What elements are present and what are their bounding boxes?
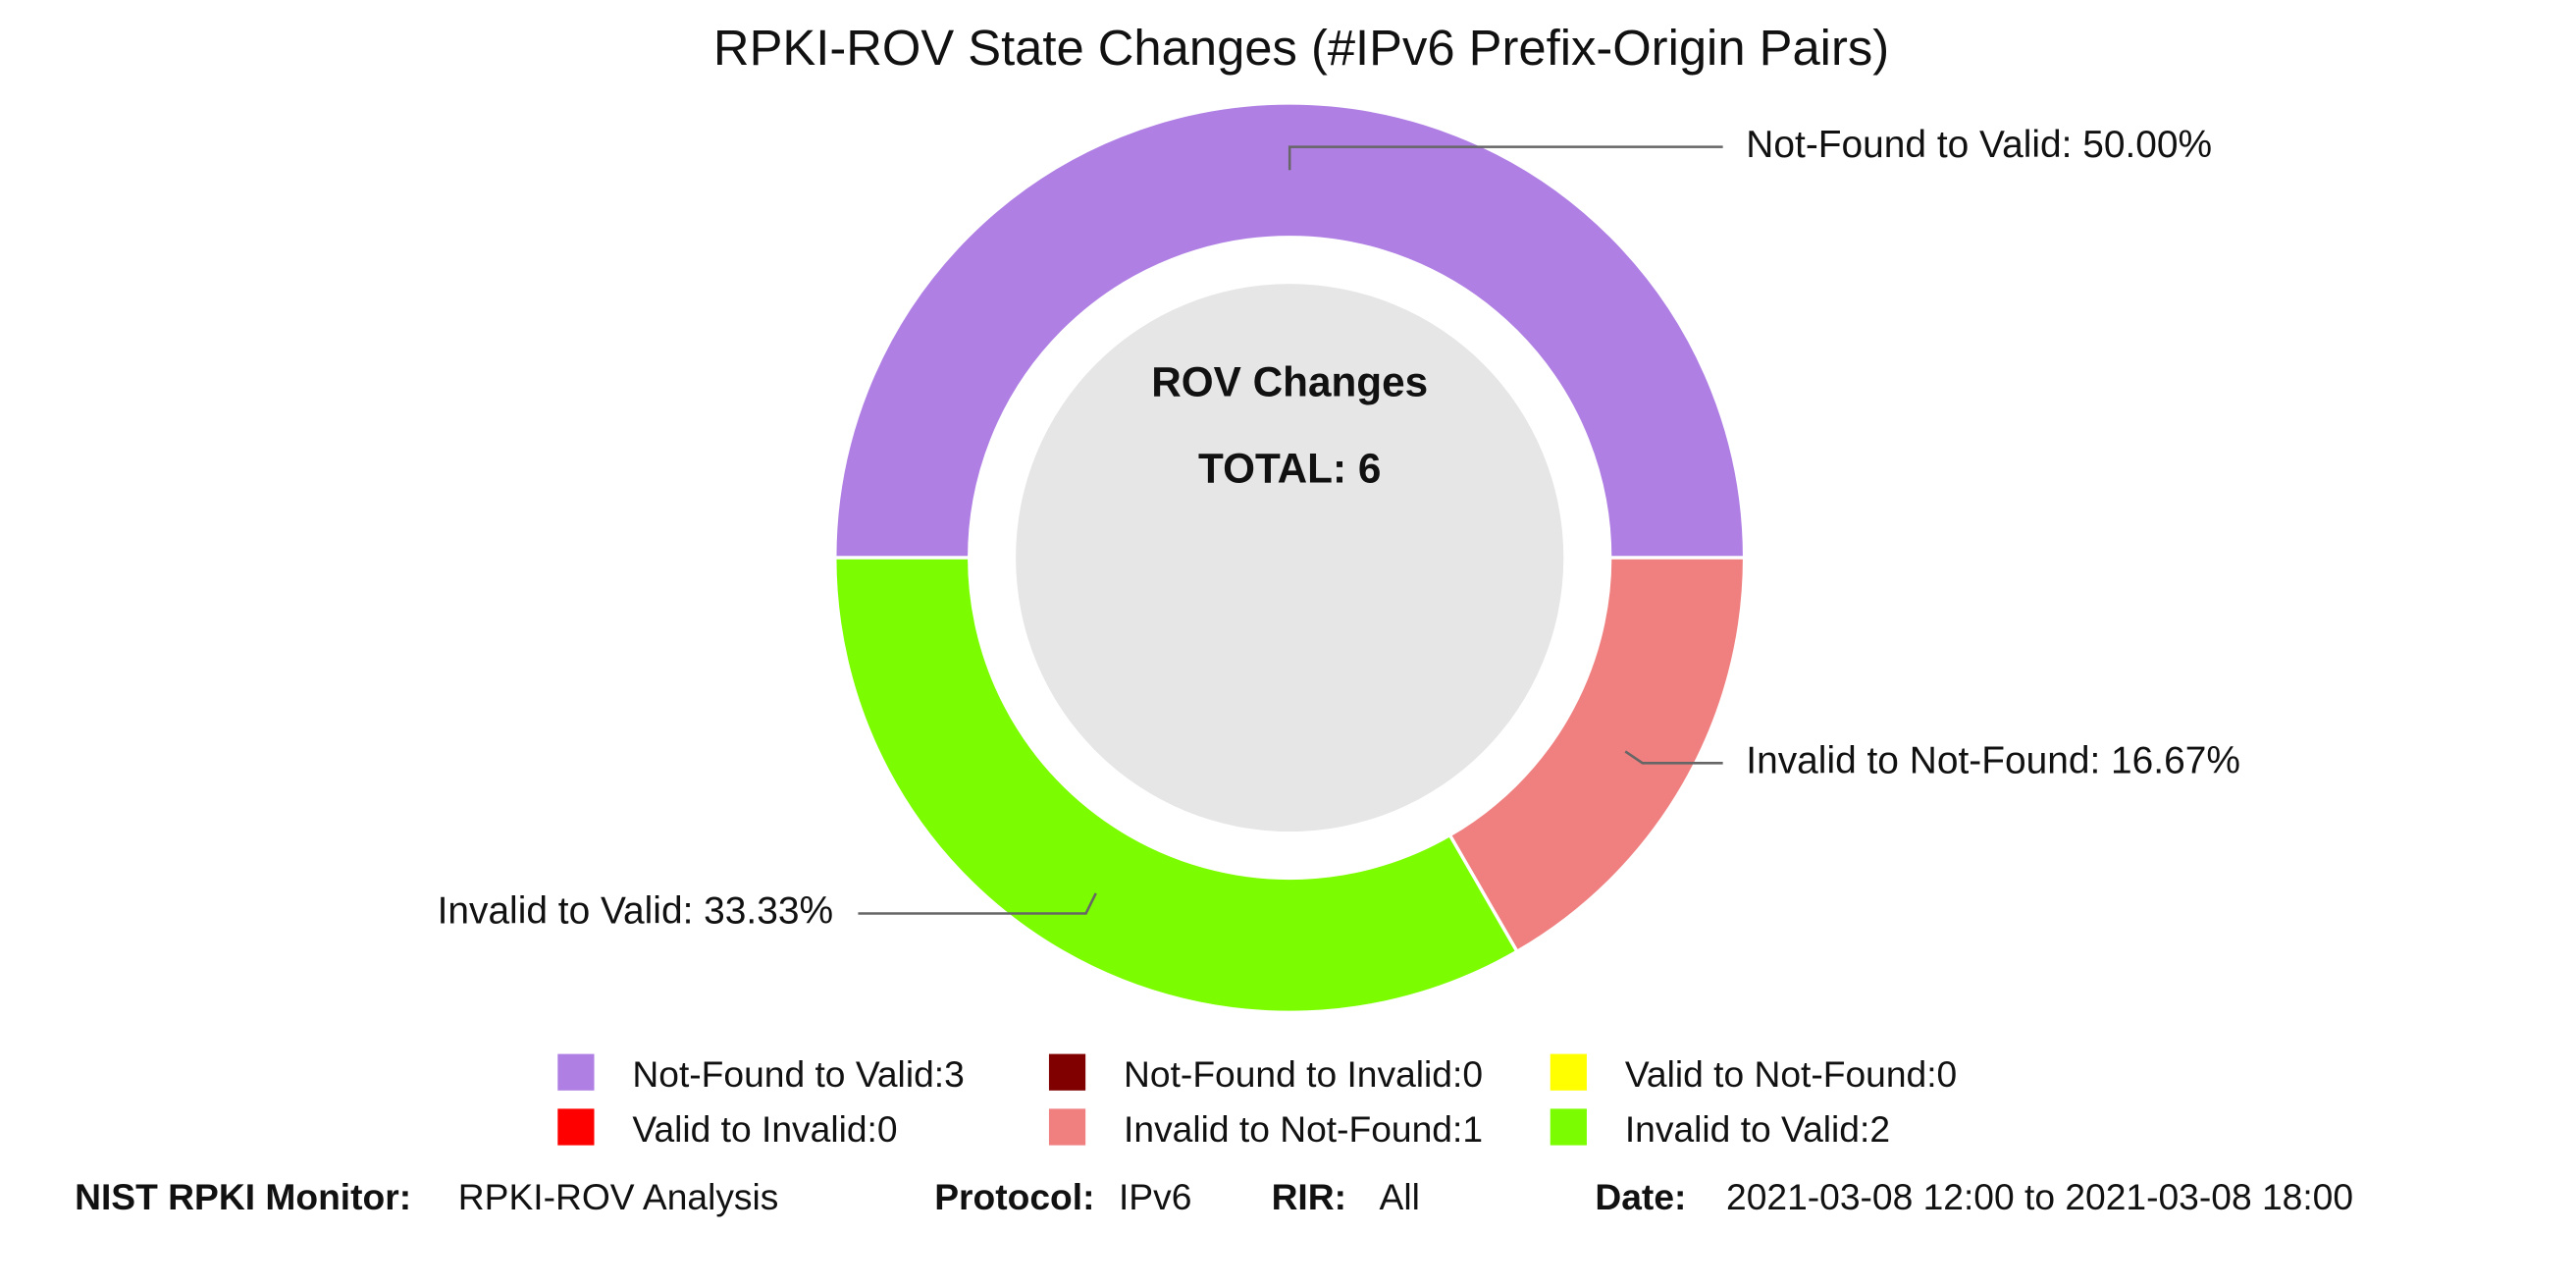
slice-label: Invalid to Not-Found: 16.67% <box>1746 740 2240 782</box>
legend-swatch <box>1550 1108 1587 1146</box>
slice <box>833 556 1520 1015</box>
footer-label: Date: <box>1595 1176 1686 1217</box>
slice-label: Invalid to Valid: 33.33% <box>438 890 833 933</box>
legend-label: Invalid to Not-Found:1 <box>1124 1108 1483 1150</box>
center-total: TOTAL: 6 <box>1198 445 1381 491</box>
legend-label: Invalid to Valid:2 <box>1625 1108 1890 1150</box>
center-title: ROV Changes <box>1151 358 1428 404</box>
footer: NIST RPKI Monitor: RPKI-ROV Analysis Pro… <box>75 1176 2353 1217</box>
legend-swatch <box>557 1108 595 1146</box>
slice-label: Not-Found to Valid: 50.00% <box>1746 124 2212 166</box>
center-disc <box>1016 284 1564 832</box>
donut: Not-Found to Valid: 50.00% Invalid to Not… <box>438 101 2240 1015</box>
chart-title: RPKI-ROV State Changes (#IPv6 Prefix-Ori… <box>713 20 1889 76</box>
legend-swatch <box>1048 1053 1086 1091</box>
legend-label: Not-Found to Invalid:0 <box>1124 1053 1483 1095</box>
legend: Not-Found to Valid:3 Not-Found to Invalid… <box>557 1053 1957 1150</box>
footer-value: RPKI-ROV Analysis <box>458 1176 779 1217</box>
legend-label: Valid to Not-Found:0 <box>1625 1053 1957 1095</box>
footer-label: NIST RPKI Monitor: <box>75 1176 411 1217</box>
slice <box>833 101 1747 560</box>
footer-value: 2021-03-08 12:00 to 2021-03-08 18:00 <box>1726 1176 2353 1217</box>
slice <box>1447 556 1747 954</box>
footer-label: RIR: <box>1272 1176 1346 1217</box>
legend-label: Not-Found to Valid:3 <box>632 1053 964 1095</box>
footer-value: IPv6 <box>1119 1176 1191 1217</box>
leader-line <box>858 892 1097 915</box>
leader-line <box>1288 145 1723 171</box>
footer-value: All <box>1380 1176 1420 1217</box>
leader-line <box>1624 750 1723 765</box>
legend-swatch <box>557 1053 595 1091</box>
legend-swatch <box>1048 1108 1086 1146</box>
legend-swatch <box>1550 1053 1587 1091</box>
legend-label: Valid to Invalid:0 <box>632 1108 897 1150</box>
footer-label: Protocol: <box>934 1176 1094 1217</box>
